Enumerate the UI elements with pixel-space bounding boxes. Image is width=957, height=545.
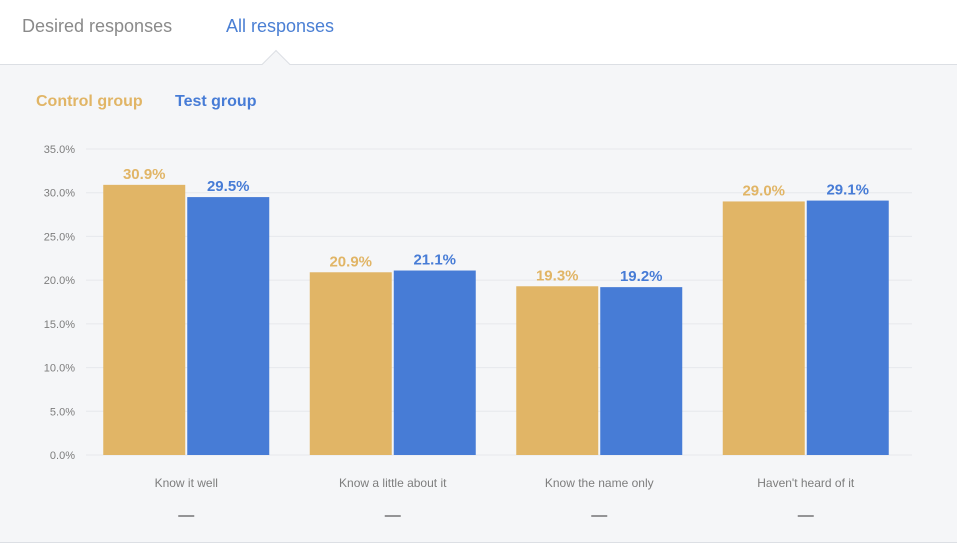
data-label: 21.1% xyxy=(413,252,456,269)
y-tick-label: 35.0% xyxy=(44,144,75,156)
y-tick-label: 5.0% xyxy=(50,406,75,418)
legend-test-group[interactable]: Test group xyxy=(175,93,257,110)
x-tick-label: Know a little about it xyxy=(339,476,447,490)
bar-control xyxy=(103,184,186,456)
bar-control xyxy=(722,201,805,455)
x-tick-label: Haven't heard of it xyxy=(757,476,855,490)
y-tick-label: 30.0% xyxy=(44,188,75,200)
bar-test xyxy=(600,287,683,455)
y-tick-label: 15.0% xyxy=(44,319,75,331)
data-label: 29.5% xyxy=(207,178,250,195)
category-marker: — xyxy=(385,507,401,524)
tab-desired-responses[interactable]: Desired responses xyxy=(22,16,173,36)
bar-control xyxy=(516,286,599,455)
tab-all-responses[interactable]: All responses xyxy=(226,16,335,36)
legend-control-group[interactable]: Control group xyxy=(36,93,143,110)
y-tick-label: 0.0% xyxy=(50,450,75,462)
data-label: 29.0% xyxy=(742,182,785,199)
data-label: 19.2% xyxy=(620,268,663,285)
y-tick-label: 10.0% xyxy=(44,363,75,375)
data-label: 29.1% xyxy=(826,182,869,199)
category-marker: — xyxy=(178,507,194,524)
tab-bar: Desired responses All responses xyxy=(0,0,957,65)
data-label: 20.9% xyxy=(329,253,372,270)
bar-control xyxy=(309,272,392,455)
data-label: 19.3% xyxy=(536,267,579,284)
category-marker: — xyxy=(591,507,607,524)
data-label: 30.9% xyxy=(123,166,166,183)
bar-test xyxy=(187,197,270,456)
category-marker: — xyxy=(798,507,814,524)
y-tick-label: 20.0% xyxy=(44,275,75,287)
bar-test xyxy=(393,270,476,455)
x-tick-label: Know the name only xyxy=(545,476,654,490)
y-tick-label: 25.0% xyxy=(44,231,75,243)
x-tick-label: Know it well xyxy=(155,476,218,490)
bar-test xyxy=(806,200,889,455)
